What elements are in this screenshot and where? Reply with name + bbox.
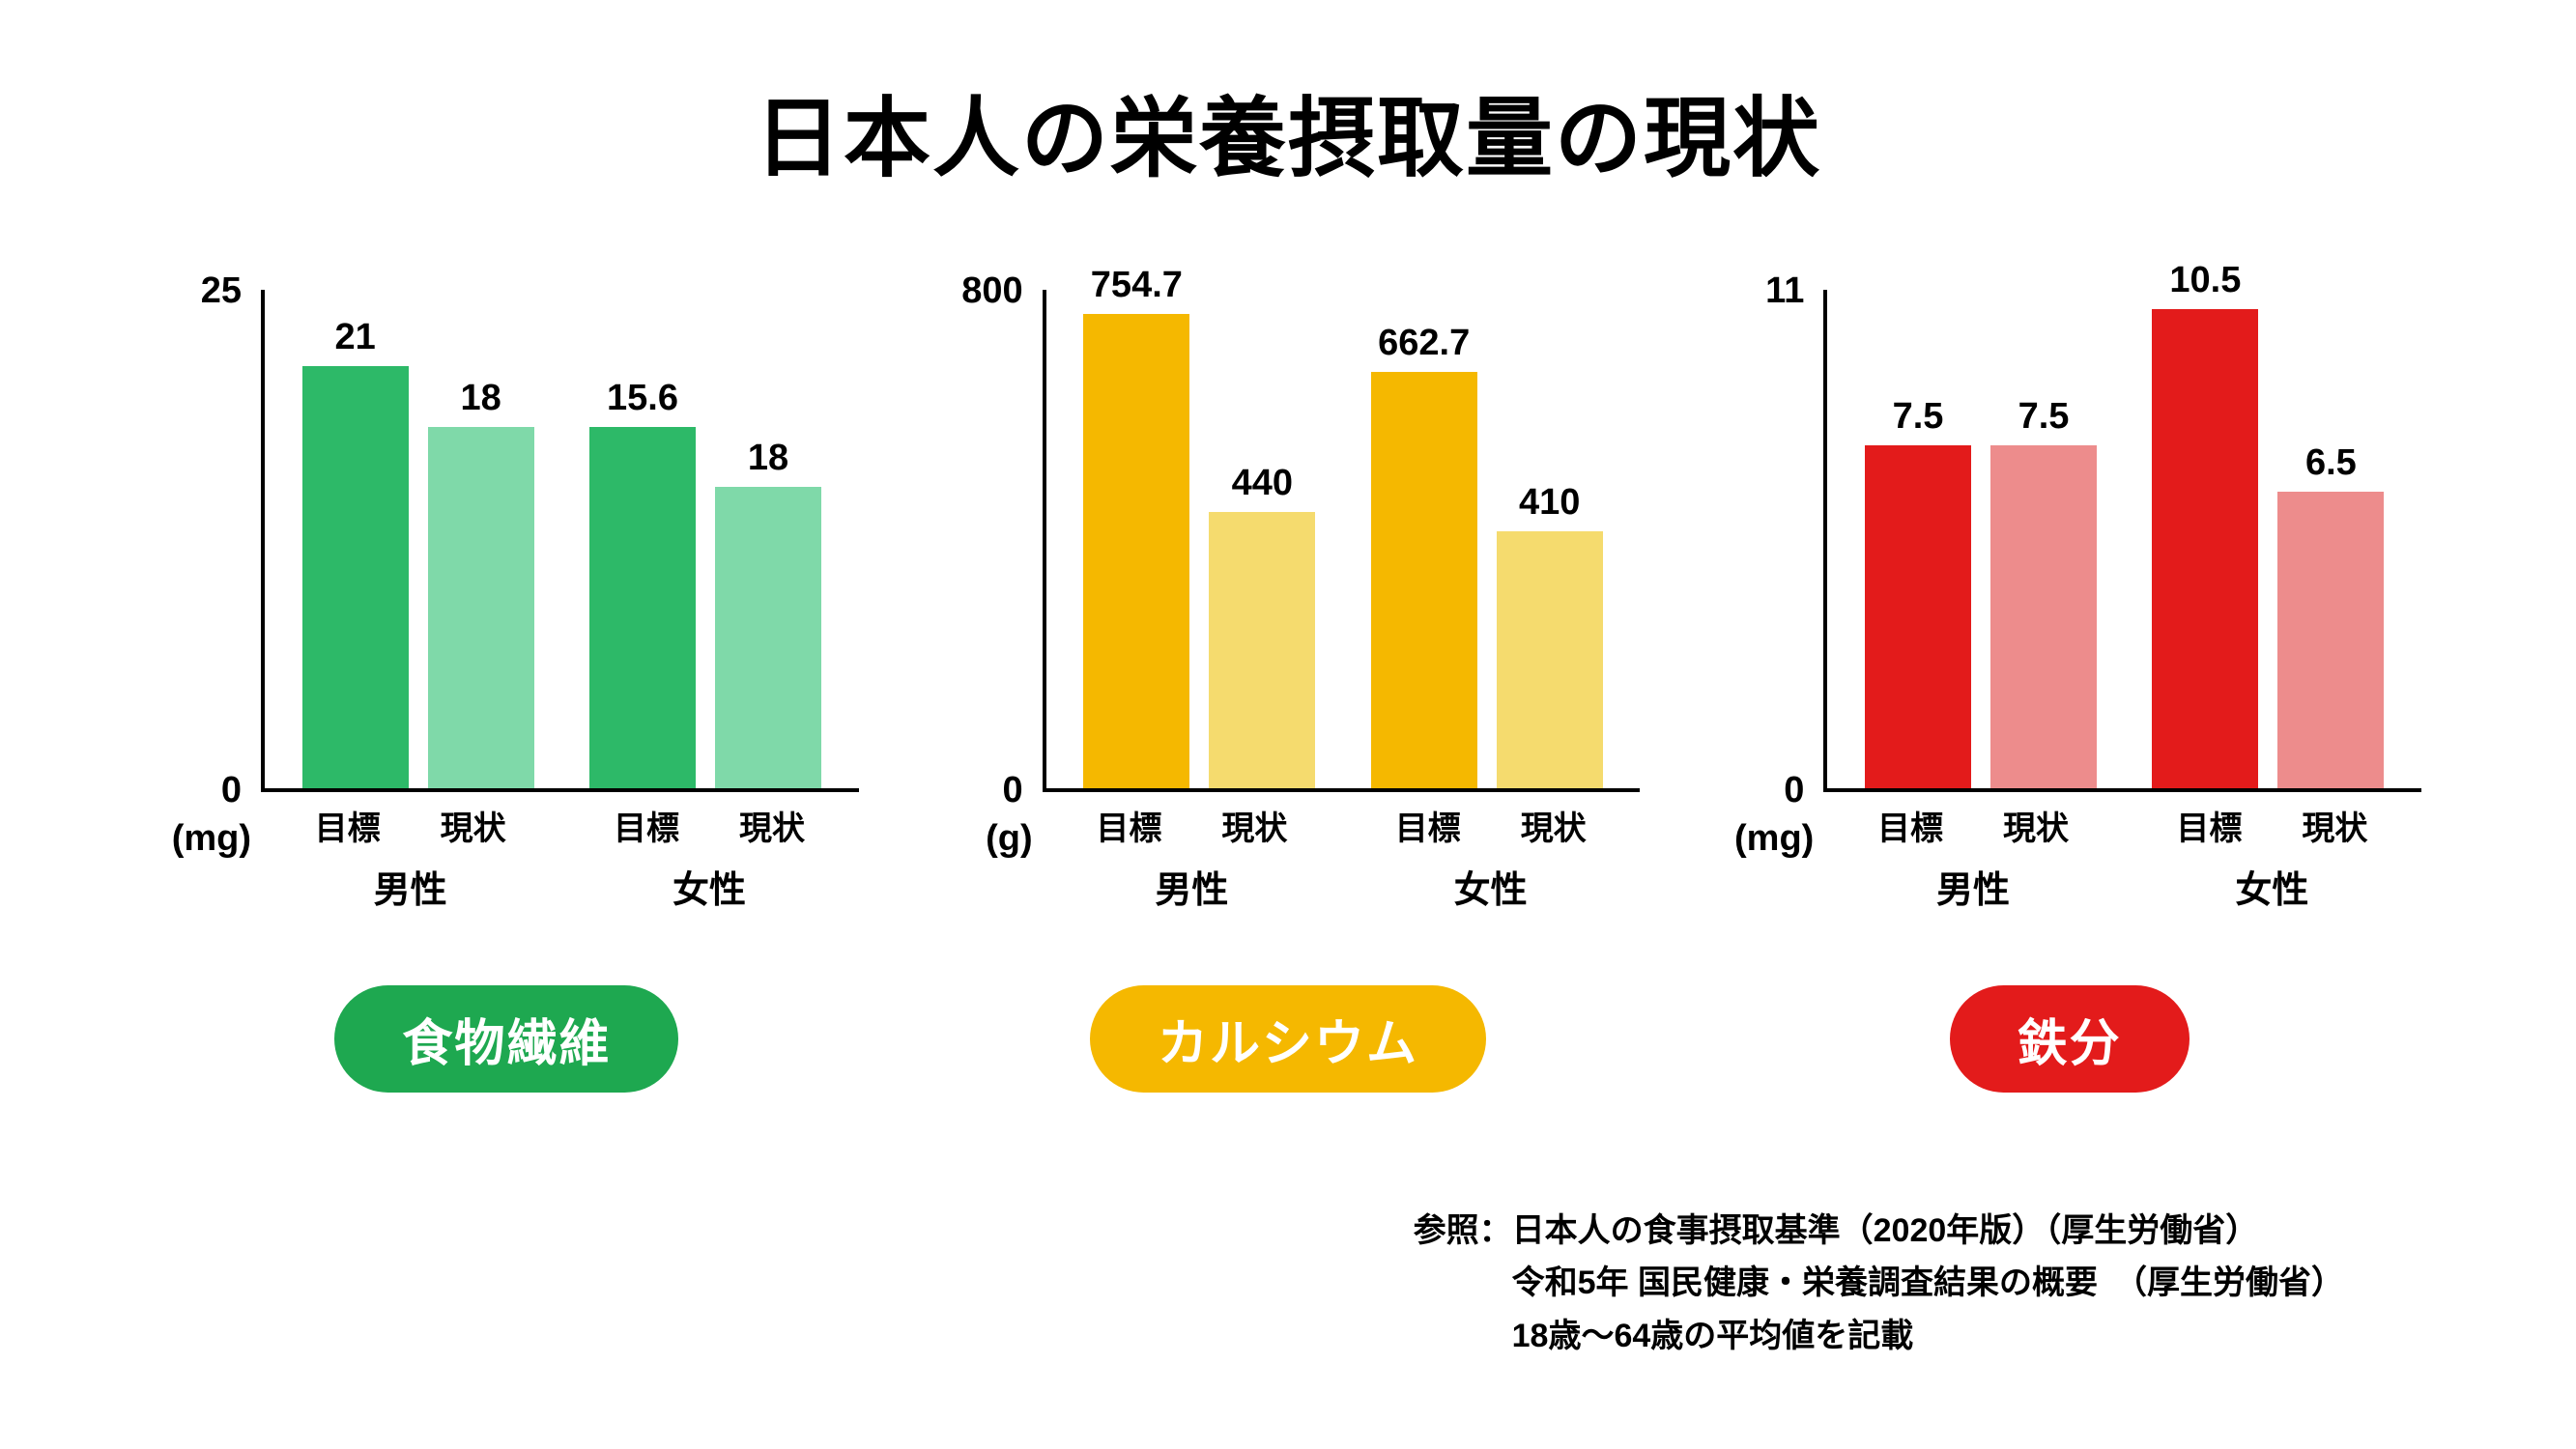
bar-value: 7.5 xyxy=(1893,396,1944,438)
y-min-label: 0 xyxy=(221,770,242,811)
chart-calcium: 800 0 (g) 754.7 440 xyxy=(936,290,1641,1093)
bar-value: 18 xyxy=(748,438,788,479)
bar-value: 18 xyxy=(461,378,501,419)
bar xyxy=(589,427,696,788)
bar-value: 410 xyxy=(1519,482,1580,524)
bar-female-current: 18 xyxy=(715,438,821,788)
x-group-labels: 男性 女性 xyxy=(1043,860,1641,913)
chart-area: 25 0 (mg) 21 18 xyxy=(155,290,859,889)
page-title: 日本人の栄養摂取量の現状 xyxy=(116,68,2460,193)
y-unit-label: (mg) xyxy=(1734,818,1814,860)
bar xyxy=(1990,445,2097,788)
y-max-label: 25 xyxy=(201,270,242,312)
group-male: 7.5 7.5 xyxy=(1837,396,2124,788)
x-sub-labels: 目標 現状 目標 現状 xyxy=(1043,802,1641,849)
x-group-labels: 男性 女性 xyxy=(261,860,859,913)
x-group-label: 女性 xyxy=(1341,860,1640,913)
y-min-label: 0 xyxy=(1784,770,1804,811)
x-sub-label: 目標 xyxy=(1075,802,1182,849)
y-unit-label: (g) xyxy=(986,818,1033,860)
y-axis: 800 0 (g) xyxy=(936,290,1043,792)
footnote-line: 18歳〜64歳の平均値を記載 xyxy=(1414,1310,2344,1362)
bar xyxy=(302,366,409,788)
bar-male-current: 18 xyxy=(428,378,534,788)
bar-value: 440 xyxy=(1232,463,1293,504)
bar-value: 662.7 xyxy=(1378,323,1470,364)
x-sub-label: 現状 xyxy=(2281,802,2388,849)
bar-female-target: 10.5 xyxy=(2152,260,2258,788)
bar xyxy=(1083,314,1189,788)
chart-area: 800 0 (g) 754.7 440 xyxy=(936,290,1641,889)
group-male: 21 18 xyxy=(274,317,561,788)
plot: 754.7 440 662.7 xyxy=(1043,290,1641,792)
bar xyxy=(1865,445,1971,788)
pill-label: 食物繊維 xyxy=(334,985,678,1093)
bar xyxy=(1371,372,1477,788)
bar xyxy=(428,427,534,788)
bar-female-current: 6.5 xyxy=(2277,442,2384,788)
x-sub-labels: 目標 現状 目標 現状 xyxy=(261,802,859,849)
y-min-label: 0 xyxy=(1003,770,1023,811)
bar xyxy=(715,487,821,788)
y-max-label: 11 xyxy=(1765,270,1804,312)
bar-value: 15.6 xyxy=(607,378,678,419)
x-sub-label: 目標 xyxy=(2156,802,2262,849)
chart-iron: 11 0 (mg) 7.5 7.5 xyxy=(1717,290,2421,1093)
x-sub-label: 現状 xyxy=(1201,802,1307,849)
x-sub-label: 目標 xyxy=(593,802,700,849)
group-female: 662.7 410 xyxy=(1343,323,1630,788)
x-sub-label: 目標 xyxy=(295,802,401,849)
x-sub-label: 目標 xyxy=(1857,802,1963,849)
x-group-label: 男性 xyxy=(1823,860,2122,913)
group-female: 15.6 18 xyxy=(561,378,848,788)
charts-row: 25 0 (mg) 21 18 xyxy=(155,290,2421,1093)
pill-label: 鉄分 xyxy=(1950,985,2190,1093)
x-group-label: 男性 xyxy=(1043,860,1341,913)
bar xyxy=(1209,512,1315,788)
bar xyxy=(2277,492,2384,788)
bar-value: 21 xyxy=(335,317,376,358)
footnote-line: 参照：日本人の食事摂取基準（2020年版）（厚生労働省） xyxy=(1414,1205,2344,1257)
plot: 7.5 7.5 10.5 xyxy=(1823,290,2421,792)
bar-male-target: 21 xyxy=(302,317,409,788)
footnote: 参照：日本人の食事摂取基準（2020年版）（厚生労働省） 令和5年 国民健康・栄… xyxy=(1414,1205,2344,1362)
chart-area: 11 0 (mg) 7.5 7.5 xyxy=(1717,290,2421,889)
page: 日本人の栄養摂取量の現状 25 0 (mg) 21 18 xyxy=(0,0,2576,1449)
bar-female-target: 15.6 xyxy=(589,378,696,788)
x-group-label: 女性 xyxy=(2123,860,2421,913)
bar-value: 754.7 xyxy=(1091,265,1183,306)
bar-female-current: 410 xyxy=(1497,482,1603,789)
x-sub-label: 現状 xyxy=(719,802,825,849)
bar xyxy=(1497,531,1603,789)
x-sub-label: 現状 xyxy=(420,802,527,849)
x-sub-label: 現状 xyxy=(1501,802,1607,849)
bar-male-target: 754.7 xyxy=(1083,265,1189,788)
group-male: 754.7 440 xyxy=(1056,265,1343,788)
y-unit-label: (mg) xyxy=(172,818,251,860)
x-group-label: 女性 xyxy=(559,860,858,913)
bar xyxy=(2152,309,2258,788)
bar-value: 7.5 xyxy=(2018,396,2070,438)
group-female: 10.5 6.5 xyxy=(2125,260,2412,788)
chart-fiber: 25 0 (mg) 21 18 xyxy=(155,290,859,1093)
pill-label: カルシウム xyxy=(1090,985,1486,1093)
plot: 21 18 15.6 18 xyxy=(261,290,859,792)
bar-value: 10.5 xyxy=(2169,260,2241,301)
bar-male-target: 7.5 xyxy=(1865,396,1971,788)
y-axis: 11 0 (mg) xyxy=(1717,290,1823,792)
bar-value: 6.5 xyxy=(2305,442,2357,484)
y-axis: 25 0 (mg) xyxy=(155,290,261,792)
x-sub-label: 現状 xyxy=(1983,802,2089,849)
bar-male-current: 7.5 xyxy=(1990,396,2097,788)
x-group-label: 男性 xyxy=(261,860,559,913)
bar-male-current: 440 xyxy=(1209,463,1315,788)
x-sub-labels: 目標 現状 目標 現状 xyxy=(1823,802,2421,849)
y-max-label: 800 xyxy=(961,270,1022,312)
x-group-labels: 男性 女性 xyxy=(1823,860,2421,913)
x-sub-label: 目標 xyxy=(1375,802,1481,849)
bar-female-target: 662.7 xyxy=(1371,323,1477,788)
footnote-line: 令和5年 国民健康・栄養調査結果の概要 （厚生労働省） xyxy=(1414,1257,2344,1309)
